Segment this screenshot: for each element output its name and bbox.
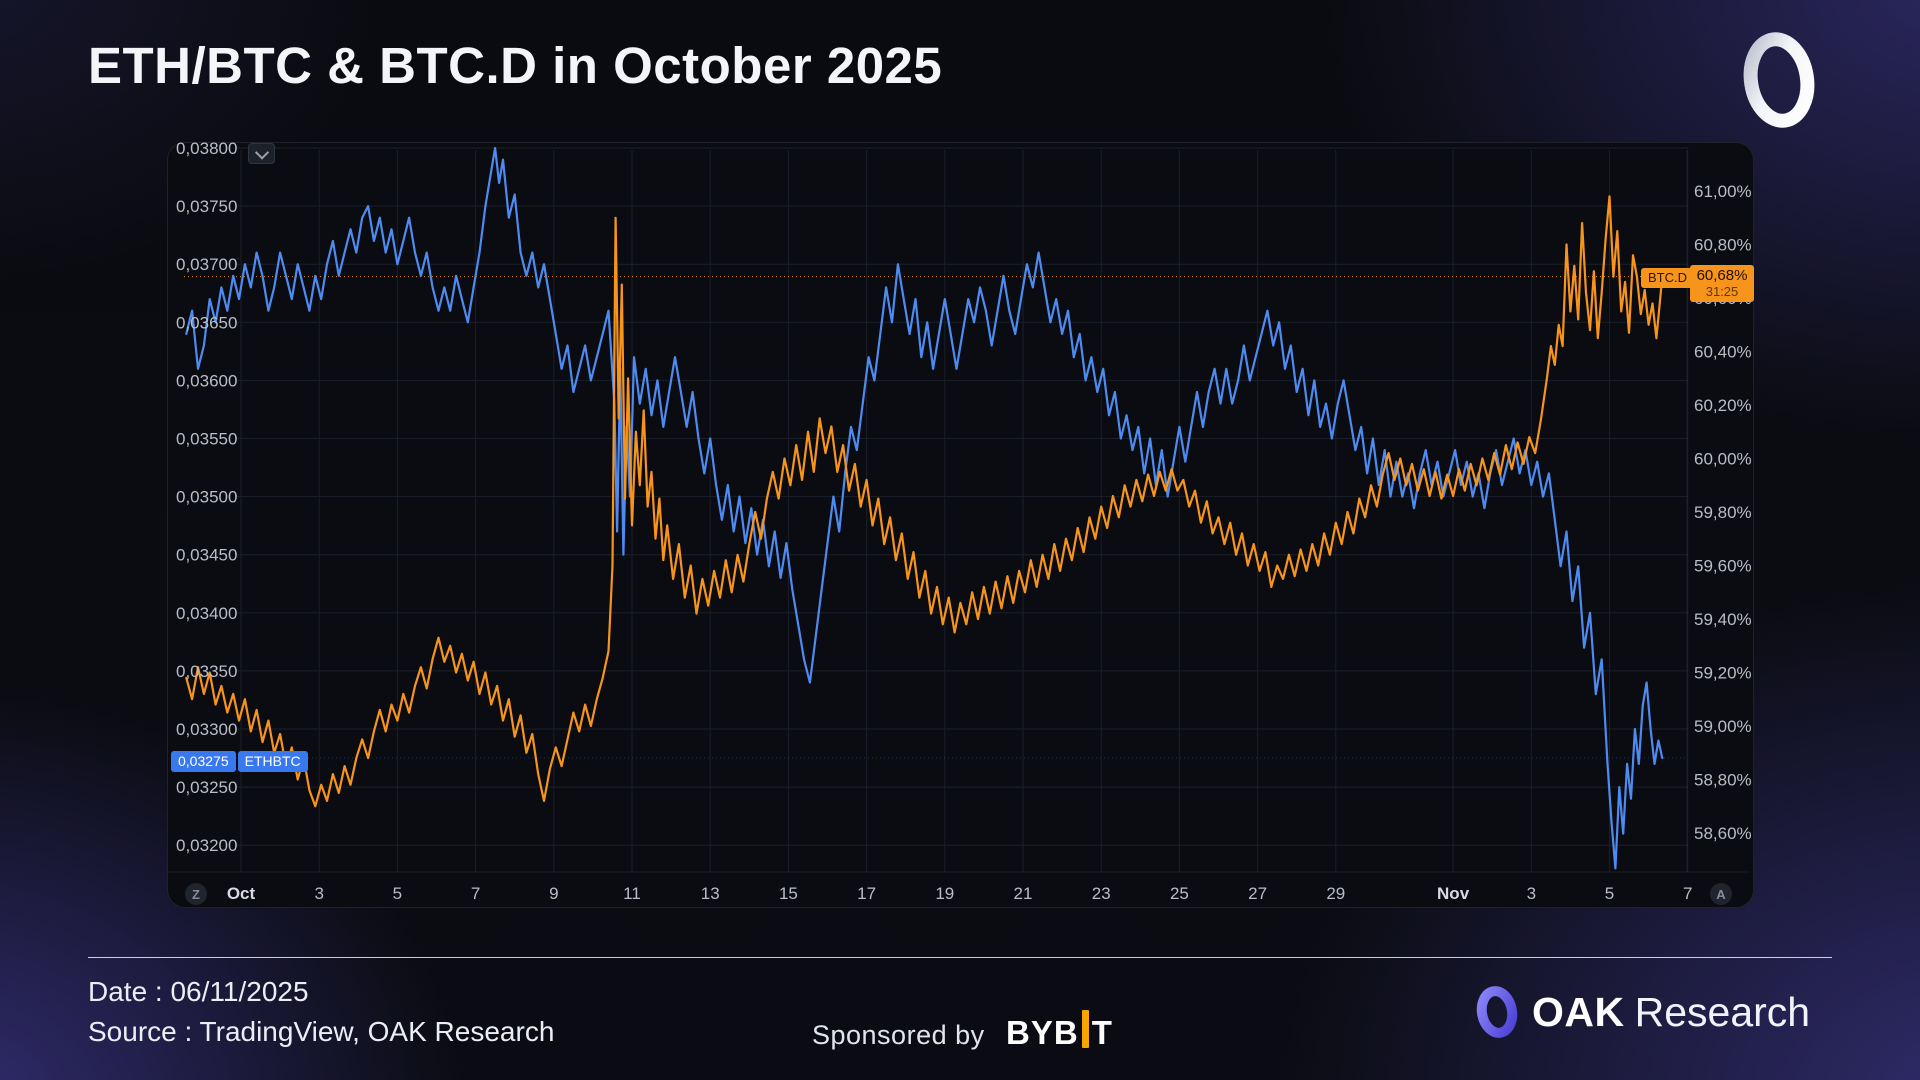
page-title: ETH/BTC & BTC.D in October 2025 xyxy=(88,37,943,94)
bybit-logo-prefix: BYB xyxy=(1006,1014,1079,1051)
timezone-badge[interactable]: Z xyxy=(185,883,207,905)
bybit-logo-suffix: T xyxy=(1091,1014,1113,1051)
auto-scale-badge-label: A xyxy=(1716,886,1726,902)
footer-date: Date : 06/11/2025 xyxy=(88,976,309,1007)
bybit-logo: BYB T xyxy=(1006,1010,1113,1051)
right-price-scale[interactable] xyxy=(1688,150,1750,872)
btcd-symbol-tag: BTC.D xyxy=(1641,268,1694,288)
price-scale-dropdown-button[interactable] xyxy=(248,143,275,164)
oak-research-name-bold: OAK xyxy=(1532,988,1625,1035)
btcd-last-price-value: 60,68% xyxy=(1696,267,1748,284)
time-scale[interactable] xyxy=(168,874,1750,904)
oak-research-logo: OAK Research xyxy=(1474,983,1810,1041)
oak-research-ring-icon xyxy=(1476,986,1518,1038)
sponsored-by-label: Sponsored by xyxy=(812,1020,985,1050)
chart-plot-area[interactable] xyxy=(240,150,1686,872)
footer-divider xyxy=(88,957,1832,958)
ethbtc-last-price-tag: 0,03275 xyxy=(171,751,236,772)
auto-scale-badge[interactable]: A xyxy=(1710,883,1732,905)
ethbtc-symbol-tag: ETHBTC xyxy=(237,751,308,772)
btcd-last-price-tag: 60,68% 31:25 xyxy=(1690,265,1754,302)
footer-source: Source : TradingView, OAK Research xyxy=(88,1016,555,1047)
ethbtc-price-tags: 0,03275 ETHBTC xyxy=(171,751,308,772)
oak-research-name-light: Research xyxy=(1634,988,1811,1035)
chevron-down-icon xyxy=(254,145,269,160)
timezone-badge-label: Z xyxy=(192,886,200,902)
bybit-logo-i-bar-icon xyxy=(1081,1010,1089,1048)
btcd-bar-countdown: 31:25 xyxy=(1705,284,1739,299)
oak-ring-logo-icon xyxy=(1743,32,1815,128)
